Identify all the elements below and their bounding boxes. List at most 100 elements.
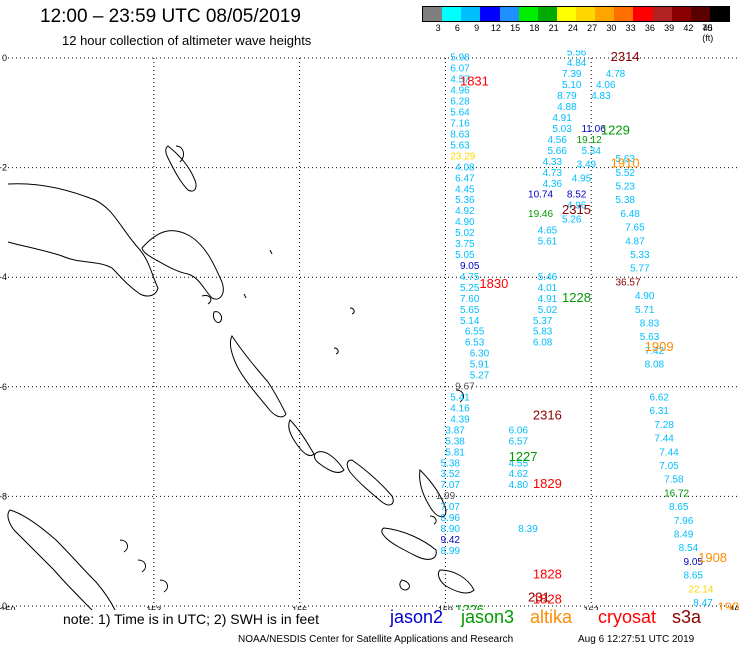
- page-subtitle: 12 hour collection of altimeter wave hei…: [62, 33, 312, 48]
- coastline-new-ireland: [165, 145, 197, 192]
- wave-height-reading: 5.38: [441, 458, 461, 469]
- wave-height-reading: 5.63: [450, 140, 470, 151]
- lat-tick-label: -6: [0, 382, 7, 392]
- pass-time-label: 1830: [479, 276, 508, 291]
- wave-height-reading: 5.61: [538, 236, 558, 247]
- wave-height-reading: 5.14: [460, 316, 480, 327]
- color-scale-swatch: [614, 7, 634, 21]
- wave-height-reading: 8.83: [640, 319, 660, 330]
- wave-height-reading: 4.06: [596, 80, 616, 91]
- wave-height-reading: 4.57: [450, 75, 470, 86]
- pass-time-label: 1229: [601, 123, 630, 138]
- wave-height-reading: 4.65: [538, 225, 558, 236]
- wave-height-reading: 4.75: [460, 272, 480, 283]
- wave-height-reading: 3.75: [455, 239, 475, 250]
- lat-tick-label: -2: [0, 163, 7, 173]
- wave-height-reading: 3.49: [577, 160, 597, 171]
- wave-height-reading: 8.49: [674, 530, 694, 541]
- wave-height-reading: 4.16: [450, 403, 470, 414]
- wave-height-reading: 4.78: [606, 69, 626, 80]
- color-scale-label: 6: [454, 23, 460, 33]
- legend-entry-jason2: jason2: [390, 607, 444, 627]
- wave-height-reading: 8.08: [645, 360, 665, 371]
- wave-height-reading: 7.07: [441, 480, 461, 491]
- color-scale-label: 39: [664, 23, 675, 33]
- legend-entry-s3a: s3a: [672, 607, 702, 627]
- color-scale-swatch: [709, 7, 729, 21]
- coastline-new-guinea: [7, 183, 159, 297]
- lon-tick-label: 156: [292, 605, 307, 610]
- coastline-florida-islands: [429, 389, 464, 525]
- pass-time-label: 1907: [718, 599, 740, 610]
- legend-entry-cryosat: cryosat: [598, 607, 657, 627]
- wave-height-readings: 5.986.074.574.966.285.647.168.635.6323.2…: [436, 50, 714, 609]
- wave-height-reading: 6.07: [450, 64, 470, 75]
- color-scale-swatch: [518, 7, 538, 21]
- color-scale-label: 33: [625, 23, 636, 33]
- color-scale-swatch: [671, 7, 691, 21]
- page-title: 12:00 – 23:59 UTC 08/05/2019: [40, 6, 301, 27]
- wave-height-reading: 6.08: [533, 338, 553, 349]
- wave-height-reading: 7.65: [625, 223, 645, 234]
- wave-height-reading: 8.96: [441, 513, 461, 524]
- wave-height-reading: 5.26: [562, 214, 582, 225]
- color-scale-label: 24: [567, 23, 578, 33]
- wave-height-reading: 8.39: [518, 524, 538, 535]
- wave-height-reading: 5.64: [450, 108, 470, 119]
- wave-height-reading: 10.74: [528, 190, 553, 201]
- graticule-layer: [8, 57, 737, 607]
- pass-time-label: 1227: [509, 449, 538, 464]
- wave-height-reading: 4.83: [591, 91, 611, 102]
- axis-tick-labels: 150 153 156 159 162 165 0 -2 -4 -6 -8 -10: [0, 53, 740, 610]
- wave-height-reading: 5.46: [538, 272, 558, 283]
- color-scale-swatch: [690, 7, 710, 21]
- lon-tick-label: 162: [584, 605, 599, 610]
- wave-height-reading: 6.62: [650, 393, 670, 404]
- wave-height-reading: 6.31: [650, 406, 670, 417]
- coastline-choiseul: [288, 419, 315, 457]
- coastline-makira: [437, 569, 475, 594]
- wave-height-reading: 4.96: [567, 201, 587, 212]
- wave-height-reading: 5.34: [581, 146, 601, 157]
- wave-height-reading: 4.36: [543, 179, 563, 190]
- color-scale-bar: [422, 6, 730, 22]
- wave-height-reading: 5.77: [630, 264, 650, 275]
- wave-height-reading: 4.01: [538, 283, 558, 294]
- wave-height-reading: 5.83: [533, 327, 553, 338]
- pass-time-label: 231: [528, 590, 550, 605]
- pass-time-label: 1909: [645, 339, 674, 354]
- color-scale-swatch: [480, 7, 500, 21]
- lon-tick-label: 165: [729, 605, 740, 610]
- wave-height-reading: 4.88: [557, 102, 577, 113]
- wave-height-reading: 5.66: [547, 146, 567, 157]
- color-scale-label: 15: [510, 23, 521, 33]
- pass-time-label: 2316: [533, 408, 562, 423]
- wave-height-reading: 5.56: [567, 50, 587, 58]
- wave-height-reading: 5.27: [470, 371, 490, 382]
- wave-height-reading: 7.16: [450, 119, 470, 130]
- wave-height-reading: 8.65: [684, 571, 704, 582]
- wave-height-reading: 7.44: [654, 434, 674, 445]
- wave-height-reading: 8.99: [441, 546, 461, 557]
- color-scale-labels: 3 6 9 12 15 18 21 24 27 30 33 36 39 42 45 70 (ft): [422, 22, 730, 43]
- wave-height-reading: 5.25: [460, 283, 480, 294]
- wave-height-reading: 8.47: [693, 598, 713, 609]
- wave-height-reading: 16.72: [664, 488, 689, 499]
- wave-height-reading: 5.33: [630, 250, 650, 261]
- credit-timestamp: Aug 6 12:27:51 UTC 2019: [578, 634, 695, 645]
- coastline-bougainville: [229, 335, 287, 418]
- color-scale-label: 70 (ft): [702, 23, 714, 43]
- wave-height-reading: 7.07: [441, 502, 461, 513]
- wave-height-reading: 5.91: [470, 360, 490, 371]
- pass-time-label: 1828: [533, 591, 562, 606]
- wave-height-reading: 8.65: [669, 502, 689, 513]
- wave-height-reading: 5.63: [640, 332, 660, 343]
- wave-height-reading: 6.30: [470, 349, 490, 360]
- wave-height-reading: 6.53: [465, 338, 485, 349]
- color-scale-label: 42: [683, 23, 694, 33]
- color-scale-swatch: [461, 7, 481, 21]
- wave-height-reading: 5.23: [616, 182, 636, 193]
- wave-height-reading: 5.36: [455, 195, 475, 206]
- wave-height-reading: 7.44: [659, 447, 679, 458]
- pass-time-label: 1828: [533, 567, 562, 582]
